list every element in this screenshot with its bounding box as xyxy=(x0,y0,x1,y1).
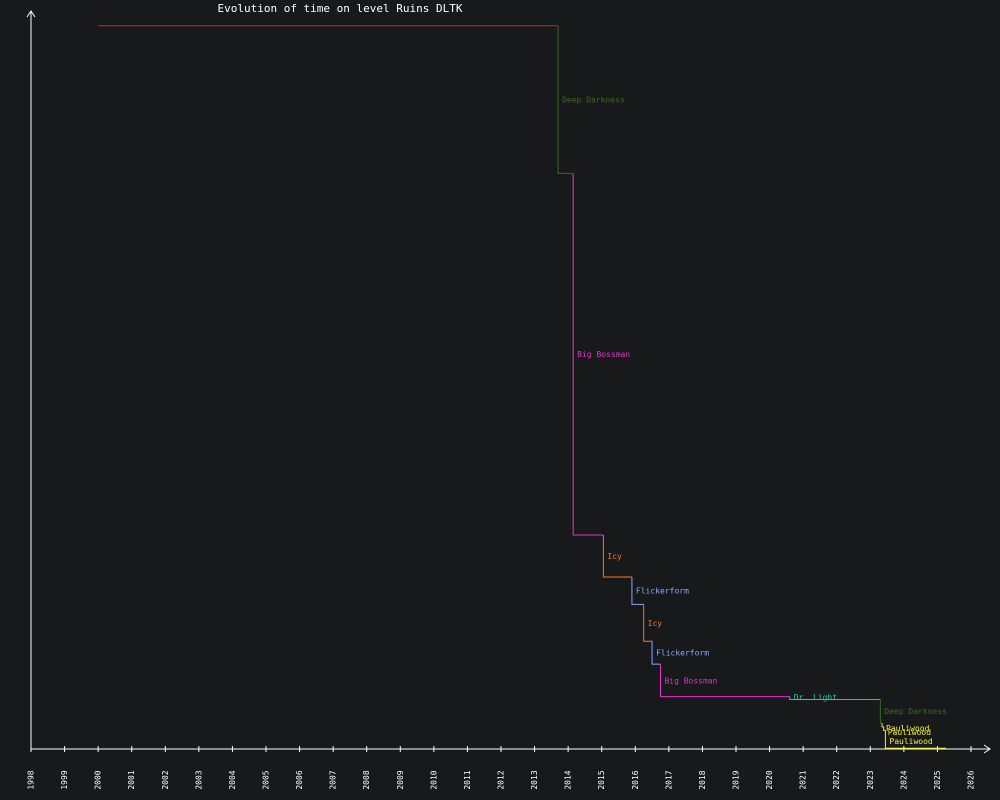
x-tick-label: 2005 xyxy=(262,770,271,789)
record-step xyxy=(881,723,884,728)
record-holder-label: Deep Darkness xyxy=(562,96,625,105)
record-step xyxy=(643,604,653,642)
record-labels: Deep Darkness Big Bossman Icy Flickerform Ic… xyxy=(562,96,947,746)
record-steps xyxy=(98,25,946,749)
record-holder-label: Flickerform xyxy=(636,587,689,596)
record-holder-label: Pauliwood xyxy=(888,728,932,737)
x-tick-label: 2017 xyxy=(664,770,673,789)
x-tick-label: 2014 xyxy=(564,770,573,789)
record-holder-label: Flickerform xyxy=(656,649,709,658)
x-tick-label: 2018 xyxy=(698,770,707,789)
x-tick-label: 1998 xyxy=(27,770,36,789)
record-holder-label: Icy xyxy=(607,552,622,561)
record-holder-label: Icy xyxy=(648,619,663,628)
x-tick-label: 2013 xyxy=(530,770,539,789)
x-tick-label: 2006 xyxy=(295,770,304,789)
x-tick-label: 2012 xyxy=(497,770,506,789)
x-axis-arrow-icon xyxy=(983,744,991,754)
record-step xyxy=(789,696,881,701)
record-holder-label: Pauliwood xyxy=(886,724,930,733)
x-tick-label: 2026 xyxy=(967,770,976,789)
record-step xyxy=(659,664,790,698)
chart-title: Evolution of time on level Ruins DLTK xyxy=(217,2,462,15)
record-step xyxy=(572,173,604,536)
x-tick-label: 2019 xyxy=(732,770,741,789)
x-tick-label: 2007 xyxy=(329,770,338,789)
record-holder-label: Big Bossman xyxy=(664,676,717,685)
x-tick-label: 2004 xyxy=(228,770,237,789)
record-step xyxy=(602,534,632,578)
x-tick-label: 2024 xyxy=(899,770,908,789)
x-tick-label: 2002 xyxy=(161,770,170,789)
record-holder-label: Big Bossman xyxy=(577,350,630,359)
x-tick-label: 2001 xyxy=(127,770,136,789)
x-tick-label: 2015 xyxy=(597,770,606,789)
x-tick-label: 2008 xyxy=(362,770,371,789)
record-step xyxy=(651,641,661,665)
x-tick-label: 2023 xyxy=(866,770,875,789)
record-step xyxy=(883,726,886,732)
record-step xyxy=(557,25,574,174)
x-tick-label: 2009 xyxy=(396,770,405,789)
axes xyxy=(26,10,991,754)
x-tick-label: 2003 xyxy=(194,770,203,789)
x-tick-label: 2022 xyxy=(832,770,841,789)
record-step xyxy=(884,730,946,749)
x-tick-label: 2025 xyxy=(933,770,942,789)
record-step xyxy=(631,577,644,605)
x-tick-label: 2016 xyxy=(631,770,640,789)
x-tick-label: 2010 xyxy=(429,770,438,789)
y-axis-arrow-icon xyxy=(26,10,36,18)
x-tick-label: 2020 xyxy=(765,770,774,789)
x-tick-label: 2000 xyxy=(94,770,103,789)
record-step xyxy=(879,699,883,724)
record-holder-label: Deep Darkness xyxy=(884,707,947,716)
record-holder-label: Pauliwood xyxy=(889,737,933,746)
x-ticks: 1998 1999 2000 2001 2002 2003 2004 2005 2006 2007… xyxy=(27,746,976,790)
record-holder-label: Dr. Light xyxy=(794,693,838,702)
x-tick-label: 2011 xyxy=(463,770,472,789)
x-tick-label: 1999 xyxy=(60,770,69,789)
x-tick-label: 2021 xyxy=(799,770,808,789)
